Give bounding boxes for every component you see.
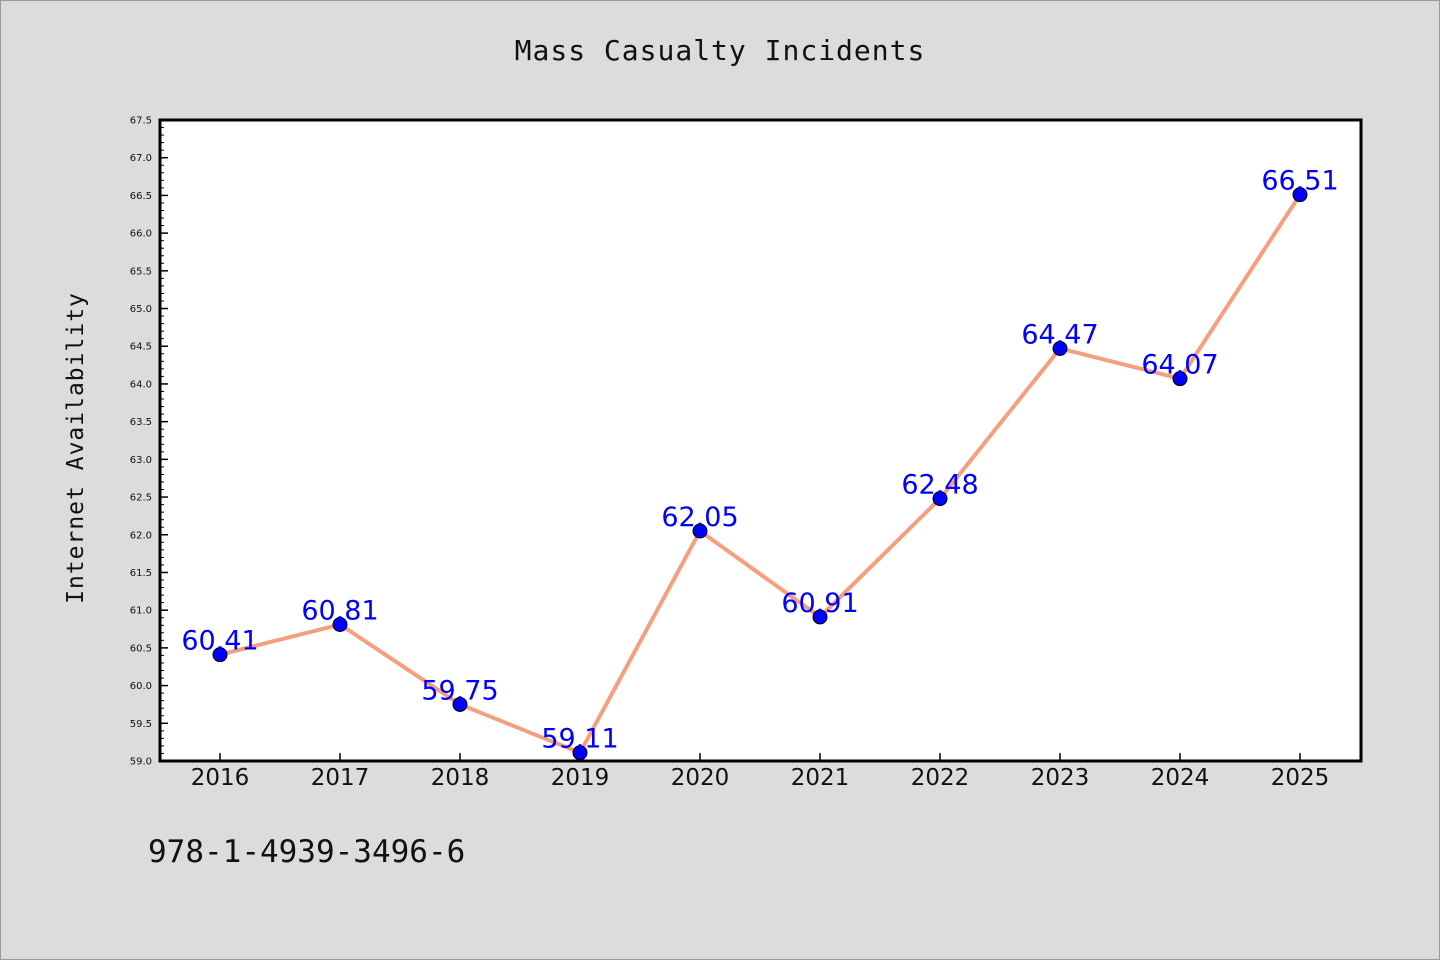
y-tick-label: 63.5: [130, 417, 152, 428]
y-tick-label: 65.5: [130, 266, 152, 277]
data-label: 60.41: [181, 626, 258, 657]
x-tick-label: 2020: [671, 765, 730, 791]
x-tick-label: 2018: [431, 765, 490, 791]
data-point: [1172, 371, 1188, 387]
x-tick-label: 2023: [1031, 765, 1090, 791]
y-tick-label: 61.0: [130, 606, 152, 617]
data-label: 62.05: [661, 502, 738, 533]
y-tick-label: 61.5: [130, 568, 152, 579]
y-tick-label: 62.5: [130, 493, 152, 504]
data-point: [692, 523, 708, 539]
data-label: 62.48: [901, 470, 978, 501]
data-label: 60.81: [301, 596, 378, 627]
data-point: [332, 617, 348, 633]
series-line: [218, 192, 1302, 755]
y-tick-label: 65.0: [130, 304, 152, 315]
data-point: [452, 696, 468, 712]
y-tick-label: 67.0: [130, 153, 152, 164]
y-tick-label: 64.0: [130, 379, 152, 390]
data-point: [932, 491, 948, 507]
x-tick-label: 2022: [911, 765, 970, 791]
y-tick-label: 60.0: [130, 681, 152, 692]
data-label: 59.75: [421, 675, 498, 706]
data-point: [812, 609, 828, 625]
y-tick-label: 59.5: [130, 719, 152, 730]
isbn-text: 978-1-4939-3496-6: [148, 834, 466, 870]
x-tick-label: 2019: [551, 765, 610, 791]
data-label: 60.91: [781, 588, 858, 619]
plot-area: [158, 118, 1363, 763]
chart-title: Mass Casualty Incidents: [514, 34, 926, 67]
x-tick-label: 2025: [1271, 765, 1330, 791]
data-point: [1292, 187, 1308, 203]
x-axis: 2016 2017 2018 2019 2020 2021 2022 2023 2024 2025: [191, 753, 1330, 791]
data-label: 59.11: [541, 724, 618, 755]
x-tick-label: 2024: [1151, 765, 1210, 791]
y-axis: 59.0 59.5 60.0 60.5 61.0 61.5 62.0 62.5 63.0 63.5…: [130, 116, 168, 768]
y-tick-label: 62.0: [130, 530, 152, 541]
y-tick-label: 67.5: [130, 116, 152, 127]
y-tick-label: 59.0: [130, 757, 152, 768]
data-point: [1052, 340, 1068, 356]
y-tick-label: 64.5: [130, 342, 152, 353]
data-label: 64.07: [1141, 350, 1218, 381]
y-tick-label: 66.5: [130, 191, 152, 202]
x-tick-label: 2017: [311, 765, 370, 791]
data-point: [212, 647, 228, 663]
series-layer: 60.41 60.81 59.75 59.11 62.05 60.91 62.48 64.47…: [181, 166, 1339, 761]
data-label: 66.51: [1261, 166, 1338, 197]
data-point: [572, 745, 588, 761]
x-tick-label: 2016: [191, 765, 250, 791]
y-tick-label: 60.5: [130, 643, 152, 654]
x-tick-label: 2021: [791, 765, 850, 791]
data-label: 64.47: [1021, 319, 1098, 350]
y-tick-label: 66.0: [130, 229, 152, 240]
y-tick-label: 63.0: [130, 455, 152, 466]
